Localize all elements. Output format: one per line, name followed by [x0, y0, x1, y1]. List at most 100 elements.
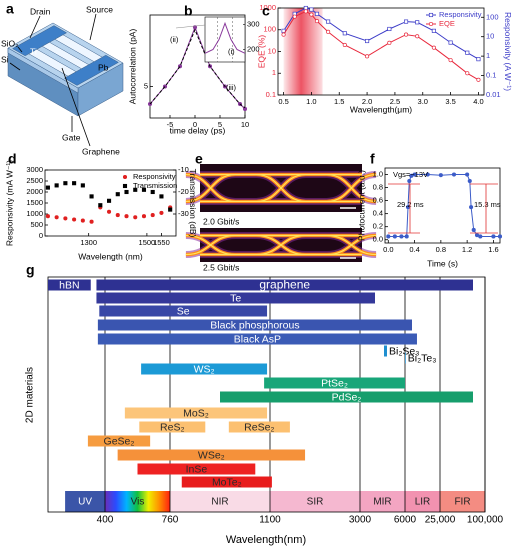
x-tick-label: 1.6: [488, 245, 498, 254]
data-point: [404, 19, 409, 24]
data-point: [497, 234, 503, 239]
y-axis-title: Responsivity (mA W⁻¹): [4, 160, 14, 246]
data-point: [471, 227, 476, 233]
bar-label: Black phosphorous: [210, 319, 299, 331]
y-tick-label: 1: [272, 68, 276, 77]
band-label: FIR: [454, 497, 470, 508]
data-point: [54, 215, 59, 220]
x-tick-label: 1500: [139, 238, 156, 247]
data-point: [342, 31, 347, 36]
data-point: [150, 189, 155, 195]
diagram-label: Graphene: [82, 146, 120, 156]
band-label: MIR: [373, 497, 391, 508]
panel-label: e: [195, 151, 203, 167]
data-point: [133, 187, 138, 192]
bar-label: Black AsP: [234, 333, 281, 345]
annotation: (ii): [170, 35, 179, 44]
data-point: [54, 183, 59, 188]
bar-label: WS₂: [194, 363, 215, 375]
x-tick-label: 100,000: [467, 515, 504, 526]
panel-label: c: [262, 3, 270, 19]
x-tick-label: 0.0: [383, 245, 393, 254]
data-point: [124, 214, 129, 219]
label-arrow: [89, 13, 97, 41]
data-point: [387, 40, 392, 45]
x-tick-label: 2.0: [362, 97, 372, 106]
data-point: [80, 183, 85, 188]
x-axis-title: Wavelength(nm): [226, 534, 306, 546]
x-tick-label: 1100: [259, 515, 281, 526]
bar-label: Se: [177, 305, 190, 317]
graphene-stripe: [41, 42, 90, 69]
bar-label: ReSe₂: [244, 421, 274, 433]
x-tick-label: 1550: [153, 238, 170, 247]
panel-label: a: [6, 1, 14, 17]
annotation: (iii): [226, 83, 236, 92]
spectral-band: [405, 491, 440, 512]
legend-label: EQE: [439, 19, 455, 28]
data-point: [133, 215, 138, 220]
x-tick-label: 3.0: [418, 97, 428, 106]
device-diagram: [7, 13, 124, 147]
eye-trace-line: [185, 234, 377, 256]
data-point: [404, 234, 409, 239]
y-tick-label: 0.4: [373, 209, 383, 218]
data-point: [326, 29, 331, 34]
legend-marker: [122, 174, 128, 180]
data-point: [168, 207, 173, 212]
spectral-band: [270, 491, 360, 512]
range-bar: [139, 421, 206, 433]
diagram-label: Source: [86, 4, 113, 14]
series-line: [149, 28, 246, 109]
spectral-band: [65, 491, 105, 512]
diagram-label: Si: [1, 54, 9, 64]
y-tick-label: 100: [263, 25, 276, 34]
data-point: [141, 187, 147, 192]
band-label: LIR: [415, 497, 431, 508]
data-point: [89, 194, 94, 199]
y-tick-label: 10: [268, 46, 276, 55]
panel-label: g: [26, 262, 35, 278]
inset-line: [204, 21, 246, 54]
x-axis-title: Wavelength (nm): [78, 251, 143, 261]
diagram-label: SiO₂: [1, 38, 18, 48]
bar-label: GeSe₂: [104, 435, 135, 447]
data-point: [365, 54, 370, 59]
x-axis-title: Time (s): [427, 258, 458, 268]
x-tick-label: 0.8: [436, 245, 446, 254]
panel-label: b: [184, 3, 193, 19]
spectral-band: [360, 491, 405, 512]
drain-electrode: [12, 25, 68, 57]
annotation: 29.2 ms: [397, 200, 424, 209]
bar-label: hBN: [59, 279, 79, 291]
y-tick-label: 0.2: [373, 222, 383, 231]
y-tick-label: 5: [144, 81, 148, 90]
data-point: [242, 106, 248, 112]
x-tick-label: 0.4: [409, 245, 419, 254]
y2-tick-label: 100: [486, 12, 499, 21]
source-electrode: [63, 54, 119, 86]
data-point: [438, 173, 443, 178]
range-bar: [405, 352, 406, 364]
eye-trace: [185, 231, 377, 259]
panel-label: f: [370, 151, 375, 167]
inset-pointer: [175, 24, 206, 29]
data-point: [365, 38, 370, 44]
data-point: [415, 20, 420, 25]
x-tick-label: 760: [162, 515, 179, 526]
y2-tick-label: 1: [486, 51, 490, 60]
data-point: [124, 189, 129, 195]
range-bar: [99, 305, 268, 317]
range-bar: [181, 476, 272, 488]
eye-trace: [185, 171, 377, 205]
bar-label: MoS₂: [183, 407, 209, 419]
bar-label: InSe: [186, 463, 208, 475]
band-label: UV: [78, 497, 92, 508]
data-point: [72, 181, 77, 186]
data-point: [476, 77, 481, 82]
bar-label: Bi₂Te₃: [408, 352, 437, 364]
legend-label: Responsivity: [439, 10, 482, 19]
data-point: [309, 7, 314, 12]
range-bar: [141, 363, 268, 375]
